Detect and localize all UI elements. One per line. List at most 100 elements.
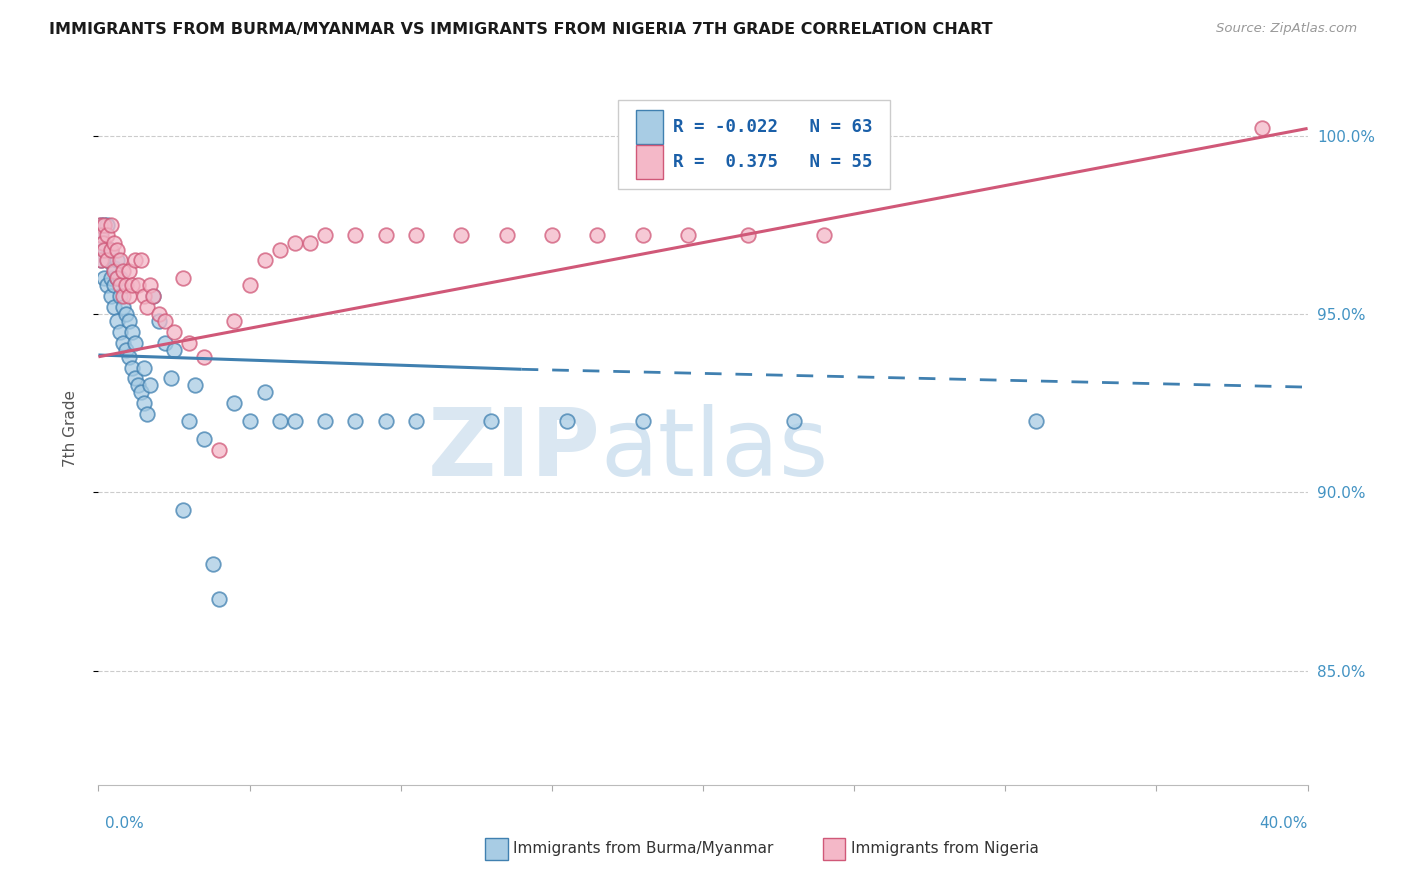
Point [783, 414, 806, 428]
Point [495, 228, 517, 243]
Point [269, 414, 291, 428]
Point [193, 432, 215, 446]
Text: 0.0%: 0.0% [105, 816, 145, 831]
Bar [637, 110, 664, 145]
Point [103, 278, 125, 293]
Point [405, 228, 427, 243]
Point [314, 414, 336, 428]
Point [163, 325, 186, 339]
Point [208, 592, 231, 607]
Point [121, 325, 143, 339]
Point [224, 314, 246, 328]
FancyBboxPatch shape [619, 100, 890, 189]
Point [118, 264, 141, 278]
Point [105, 243, 128, 257]
Point [179, 414, 201, 428]
Point [114, 343, 136, 357]
Point [153, 335, 176, 350]
Point [344, 228, 367, 243]
Point [631, 414, 654, 428]
Point [111, 300, 134, 314]
Point [132, 396, 155, 410]
Point [132, 360, 155, 375]
Point [631, 228, 654, 243]
Point [202, 557, 225, 571]
Text: atlas: atlas [600, 403, 828, 496]
Point [93, 218, 115, 232]
Point [193, 350, 215, 364]
Point [103, 264, 125, 278]
Point [1024, 414, 1046, 428]
Point [96, 253, 118, 268]
Point [105, 314, 128, 328]
Point [142, 289, 165, 303]
Point [108, 325, 131, 339]
Text: R = -0.022   N = 63: R = -0.022 N = 63 [672, 118, 872, 136]
Point [114, 307, 136, 321]
Point [100, 289, 122, 303]
Point [124, 335, 146, 350]
Point [105, 271, 128, 285]
Point [224, 396, 246, 410]
Y-axis label: 7th Grade: 7th Grade [63, 390, 77, 467]
Point [108, 253, 131, 268]
Point [93, 218, 115, 232]
Point [481, 414, 503, 428]
Point [314, 228, 336, 243]
Point [129, 253, 152, 268]
Point [100, 243, 122, 257]
Point [253, 385, 276, 400]
Point [91, 235, 114, 250]
Point [148, 307, 170, 321]
Point [299, 235, 322, 250]
Point [90, 253, 112, 268]
Text: ZIP: ZIP [427, 403, 600, 496]
Point [93, 271, 115, 285]
Point [90, 218, 112, 232]
Point [374, 414, 396, 428]
Point [269, 243, 291, 257]
Point [105, 271, 128, 285]
Point [555, 414, 578, 428]
Point [540, 228, 562, 243]
Point [139, 378, 162, 392]
Point [100, 218, 122, 232]
Point [103, 235, 125, 250]
Point [129, 385, 152, 400]
Point [148, 314, 170, 328]
Point [374, 228, 396, 243]
Point [96, 253, 118, 268]
Point [118, 289, 141, 303]
Point [135, 300, 157, 314]
Point [90, 253, 112, 268]
Point [405, 414, 427, 428]
Point [208, 442, 231, 457]
Point [284, 235, 307, 250]
Point [96, 218, 118, 232]
Point [93, 243, 115, 257]
Text: R =  0.375   N = 55: R = 0.375 N = 55 [672, 153, 872, 171]
Point [111, 335, 134, 350]
Point [163, 343, 186, 357]
Point [108, 271, 131, 285]
Point [121, 278, 143, 293]
Point [114, 278, 136, 293]
Point [132, 289, 155, 303]
Point [142, 289, 165, 303]
Point [89, 225, 111, 239]
Point [344, 414, 367, 428]
Point [172, 271, 194, 285]
Point [813, 228, 835, 243]
Point [100, 243, 122, 257]
Point [284, 414, 307, 428]
Point [111, 289, 134, 303]
Point [135, 407, 157, 421]
Point [737, 228, 759, 243]
Point [90, 228, 112, 243]
Point [153, 314, 176, 328]
Point [121, 360, 143, 375]
Point [676, 228, 699, 243]
Point [253, 253, 276, 268]
Text: Immigrants from Nigeria: Immigrants from Nigeria [851, 841, 1039, 855]
Point [127, 378, 149, 392]
